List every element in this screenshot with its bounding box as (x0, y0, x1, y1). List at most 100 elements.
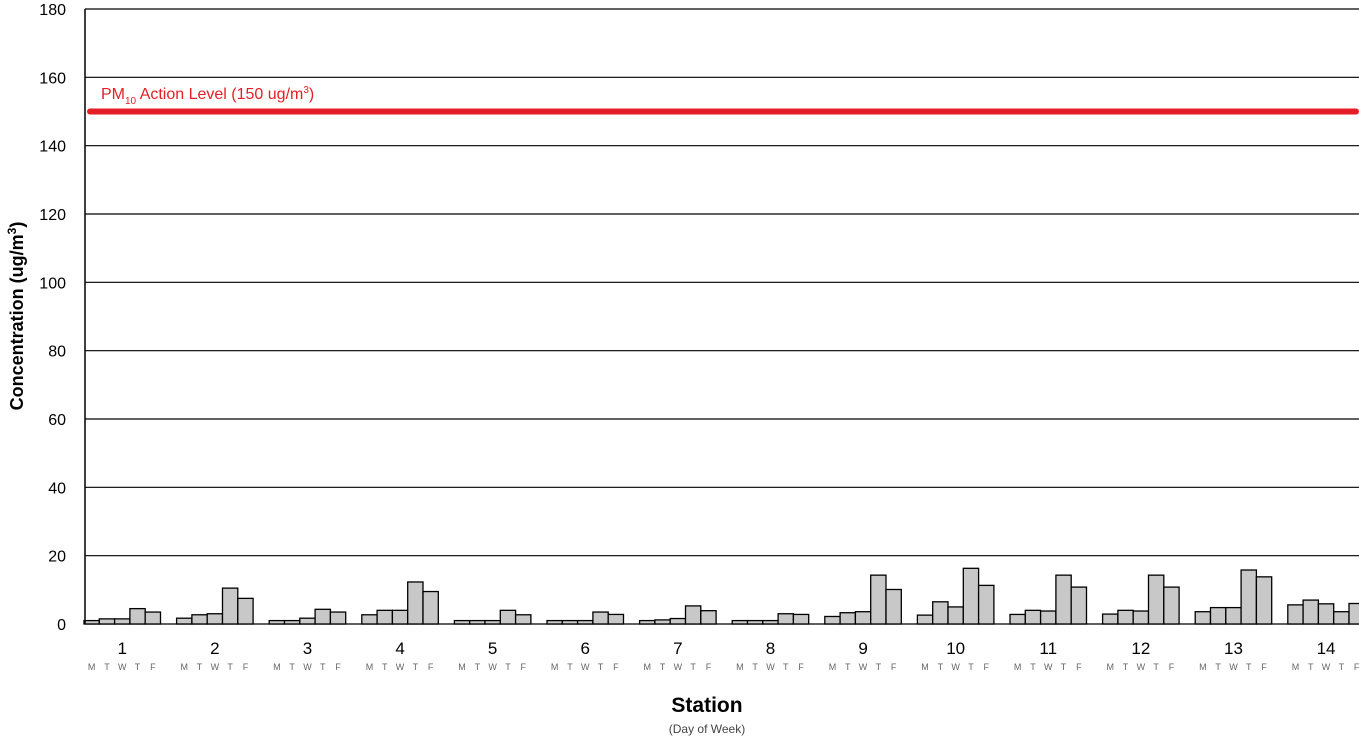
bar (268, 619, 286, 625)
bar (669, 617, 687, 625)
bar (777, 613, 795, 625)
bar (654, 619, 671, 625)
day-label: M (1292, 662, 1300, 672)
day-label: W (118, 662, 127, 672)
y-tick-label: 180 (39, 2, 66, 19)
bar (947, 606, 964, 625)
day-label: W (951, 662, 960, 672)
day-label: F (891, 662, 897, 672)
bar (1348, 602, 1359, 625)
day-label: T (690, 662, 696, 672)
day-label: T (1215, 662, 1221, 672)
day-label: T (845, 662, 851, 672)
day-label: M (644, 662, 652, 672)
action-level-label: PM10 Action Level (150 ug/m3) (101, 85, 314, 107)
bar (700, 610, 717, 625)
day-label: M (921, 662, 929, 672)
y-tick-labels: 0 20 40 60 80 100 120 140 160 180 (39, 2, 66, 634)
day-label: W (766, 662, 775, 672)
bar (885, 588, 902, 625)
bar (329, 611, 347, 625)
bar (932, 601, 949, 625)
day-label: W (396, 662, 405, 672)
day-label: T (876, 662, 882, 672)
station-label: 14 (1317, 639, 1336, 658)
day-label: M (458, 662, 466, 672)
bar (206, 613, 224, 625)
day-label: T (783, 662, 789, 672)
day-label: W (1229, 662, 1238, 672)
bar (376, 609, 394, 625)
bar (514, 614, 532, 625)
bar (1240, 569, 1258, 625)
day-label: T (413, 662, 419, 672)
x-axis-sublabel: (Day of Week) (669, 722, 745, 736)
day-label: F (1261, 662, 1267, 672)
bar (916, 614, 934, 625)
bar (283, 619, 301, 625)
bar (221, 587, 239, 625)
day-label: T (135, 662, 141, 672)
day-label: M (1199, 662, 1207, 672)
y-tick-label: 20 (48, 549, 66, 566)
action-level-label-sub: 10 (125, 96, 137, 107)
y-axis-label-main: Concentration (ug/m (7, 234, 27, 410)
day-label: W (674, 662, 683, 672)
bar (1287, 604, 1304, 625)
day-label: T (968, 662, 974, 672)
bar (561, 619, 579, 625)
y-tick-label: 60 (48, 412, 66, 429)
bar (1117, 609, 1134, 625)
action-level-label-sup: 3 (303, 85, 309, 96)
day-label: T (289, 662, 295, 672)
bar (638, 619, 656, 625)
bar (607, 613, 625, 625)
day-label: F (613, 662, 619, 672)
action-level-label-pre: PM (101, 86, 125, 103)
station-label: 13 (1224, 639, 1243, 658)
bar (1317, 603, 1335, 625)
day-label: M (366, 662, 374, 672)
bar (98, 618, 116, 625)
bar (1194, 611, 1212, 625)
day-label: T (104, 662, 110, 672)
bar (129, 607, 146, 625)
bar (453, 619, 471, 625)
day-label: F (984, 662, 990, 672)
day-label: F (428, 662, 434, 672)
day-label: F (1354, 662, 1359, 672)
bar (1132, 610, 1150, 625)
day-label: T (227, 662, 233, 672)
bar (762, 619, 779, 625)
day-label: T (1246, 662, 1252, 672)
bar (484, 619, 501, 625)
day-label: T (567, 662, 573, 672)
bar (1070, 586, 1088, 625)
station-label: 2 (210, 639, 219, 658)
day-label: T (1030, 662, 1036, 672)
bar (962, 567, 980, 625)
x-tick-labels: M T W T F1M T W T F2M T W T F3M T W T F4M T W T F5M T W T F6M T W T… (88, 639, 1359, 672)
bar (299, 617, 316, 625)
y-tick-label: 40 (48, 480, 66, 497)
bar (731, 619, 749, 625)
day-label: W (488, 662, 497, 672)
bar (1147, 574, 1165, 625)
bar (977, 584, 995, 625)
day-label: F (243, 662, 249, 672)
bar (1209, 606, 1227, 625)
bar (824, 615, 841, 625)
day-label: T (1339, 662, 1345, 672)
bar (191, 614, 208, 625)
day-label: T (598, 662, 604, 672)
station-label: 6 (581, 639, 590, 658)
y-tick-label: 0 (57, 617, 66, 634)
bar (576, 619, 594, 625)
day-label: T (752, 662, 758, 672)
day-label: W (1322, 662, 1331, 672)
bar (1302, 599, 1320, 625)
bar (1255, 576, 1273, 625)
x-axis-label: Station (671, 694, 742, 717)
station-label: 8 (766, 639, 775, 658)
y-tick-label: 140 (39, 139, 66, 156)
